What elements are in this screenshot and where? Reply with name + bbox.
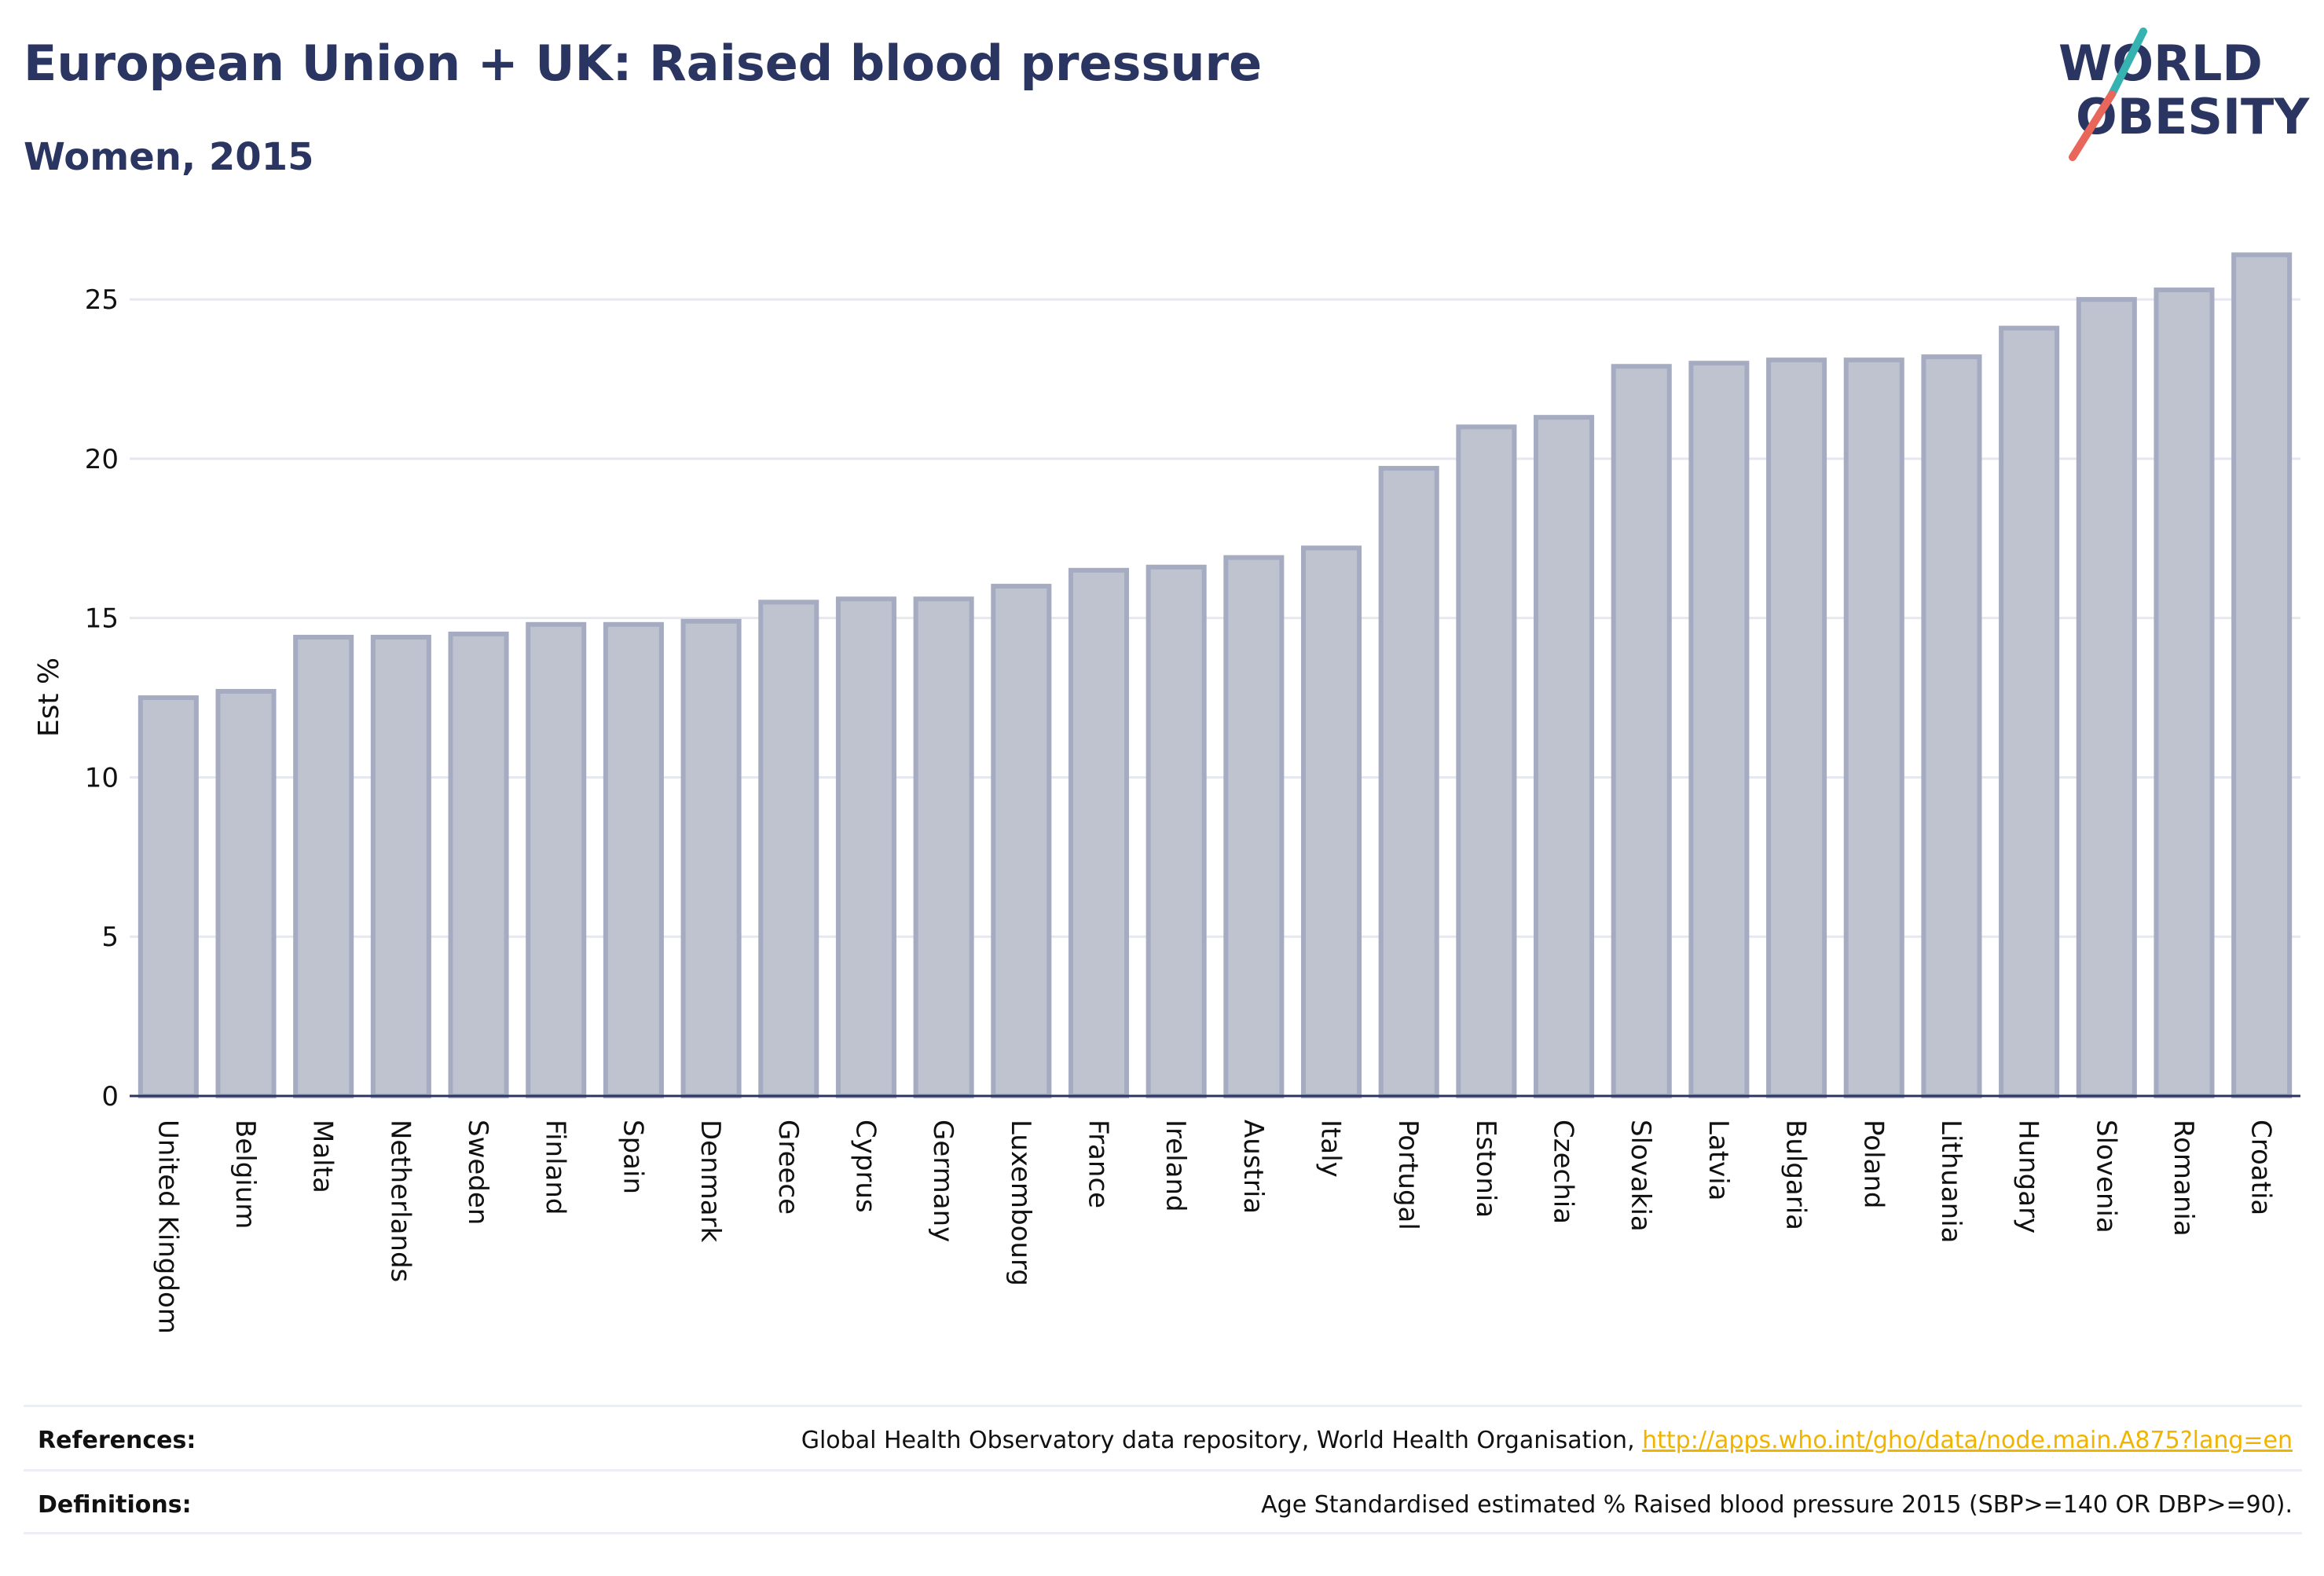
x-tick-label: Romania [2168, 1120, 2199, 1237]
bar [680, 618, 742, 1098]
x-tick-label: Slovenia [2090, 1120, 2121, 1233]
chart-subtitle: Women, 2015 [24, 135, 314, 179]
bar [1534, 415, 1595, 1098]
y-axis-label: Est % [33, 658, 65, 737]
x-tick-label: Sweden [462, 1120, 493, 1225]
bar [370, 635, 431, 1098]
references-source: Global Health Observatory data repositor… [801, 1427, 1643, 1454]
x-tick-label: Spain [617, 1120, 648, 1194]
bar [448, 631, 509, 1098]
bar [603, 621, 664, 1098]
x-tick-label: Germany [927, 1120, 959, 1242]
bar [1146, 564, 1207, 1098]
bar [1921, 354, 1982, 1099]
x-tick-label: France [1082, 1120, 1113, 1208]
bar-layer [137, 252, 2293, 1099]
x-tick-label: Poland [1857, 1120, 1889, 1209]
x-tick-label: Italy [1315, 1120, 1347, 1178]
x-tick-label: Denmark [695, 1120, 726, 1243]
x-tick-label: Czechia [1548, 1120, 1579, 1224]
logo-line1: WORLD [2058, 35, 2263, 92]
logo-slash-top [2108, 27, 2147, 98]
definitions-text: Age Standardised estimated % Raised bloo… [1261, 1491, 2293, 1519]
y-tick-label: 0 [101, 1081, 119, 1112]
x-tick-label: Ireland [1160, 1120, 1191, 1212]
bar [991, 584, 1052, 1098]
y-tick-label: 10 [85, 762, 119, 793]
x-tick-label: Austria [1237, 1120, 1269, 1214]
bar [1300, 545, 1362, 1098]
x-tick-label: Finland [540, 1120, 571, 1215]
bar [1456, 424, 1517, 1098]
bar [1688, 361, 1750, 1098]
x-tick-label: Luxembourg [1005, 1120, 1036, 1286]
x-tick-label: Hungary [2013, 1120, 2044, 1233]
x-tick-label: Slovakia [1625, 1120, 1656, 1232]
bar [835, 596, 896, 1098]
footer-divider-middle [24, 1469, 2302, 1472]
bar [2076, 297, 2137, 1099]
y-tick-label: 5 [101, 922, 119, 953]
bar [1223, 555, 1285, 1098]
bar [913, 596, 974, 1098]
bar [1766, 357, 1827, 1098]
bar [293, 635, 354, 1098]
bar [1843, 357, 1904, 1098]
world-obesity-logo: WORLD OBESITY [2058, 27, 2310, 161]
bar [1999, 325, 2060, 1099]
x-tick-label: Bulgaria [1780, 1120, 1812, 1230]
x-tick-label: Cyprus [849, 1120, 881, 1213]
x-tick-label: Latvia [1703, 1120, 1734, 1201]
x-tick-label: Malta [307, 1120, 339, 1193]
references-label: References: [38, 1427, 196, 1454]
x-tick-label: Netherlands [384, 1120, 416, 1282]
x-tick-label: Greece [772, 1120, 804, 1215]
bar [2231, 252, 2293, 1098]
definitions-label: Definitions: [38, 1491, 192, 1519]
y-tick-label: 25 [85, 284, 119, 316]
bar [2154, 287, 2215, 1098]
bar [137, 695, 199, 1098]
x-tick-label: Croatia [2245, 1120, 2277, 1215]
y-tick-label: 15 [85, 603, 119, 635]
bar [1611, 364, 1672, 1098]
footer-divider-top [24, 1405, 2302, 1407]
bar-chart: 0 5 10 15 20 25 United Kingdom Belgium Malta Neth… [33, 252, 2300, 1334]
y-tick-label: 20 [85, 444, 119, 475]
bar [1378, 466, 1439, 1098]
x-tick-label: United Kingdom [152, 1120, 183, 1334]
x-tick-label: Estonia [1470, 1120, 1501, 1218]
footer-divider-bottom [24, 1532, 2302, 1534]
x-tick-label: Belgium [229, 1120, 261, 1229]
references-link[interactable]: http://apps.who.int/gho/data/node.main.A… [1642, 1427, 2293, 1454]
logo-line2: OBESITY [2076, 88, 2310, 145]
bar [215, 688, 277, 1098]
bar [758, 599, 819, 1098]
logo-slash-bottom [2069, 90, 2116, 161]
x-tick-label: Lithuania [1935, 1120, 1967, 1243]
bar [1068, 567, 1130, 1098]
x-tick-label: Portugal [1392, 1120, 1424, 1230]
bar [526, 621, 587, 1098]
axis-layer: 0 5 10 15 20 25 United Kingdom Belgium Malta Neth… [33, 284, 2300, 1334]
chart-title: European Union + UK: Raised blood pressu… [24, 35, 1263, 92]
references-text: Global Health Observatory data repositor… [801, 1427, 2293, 1454]
